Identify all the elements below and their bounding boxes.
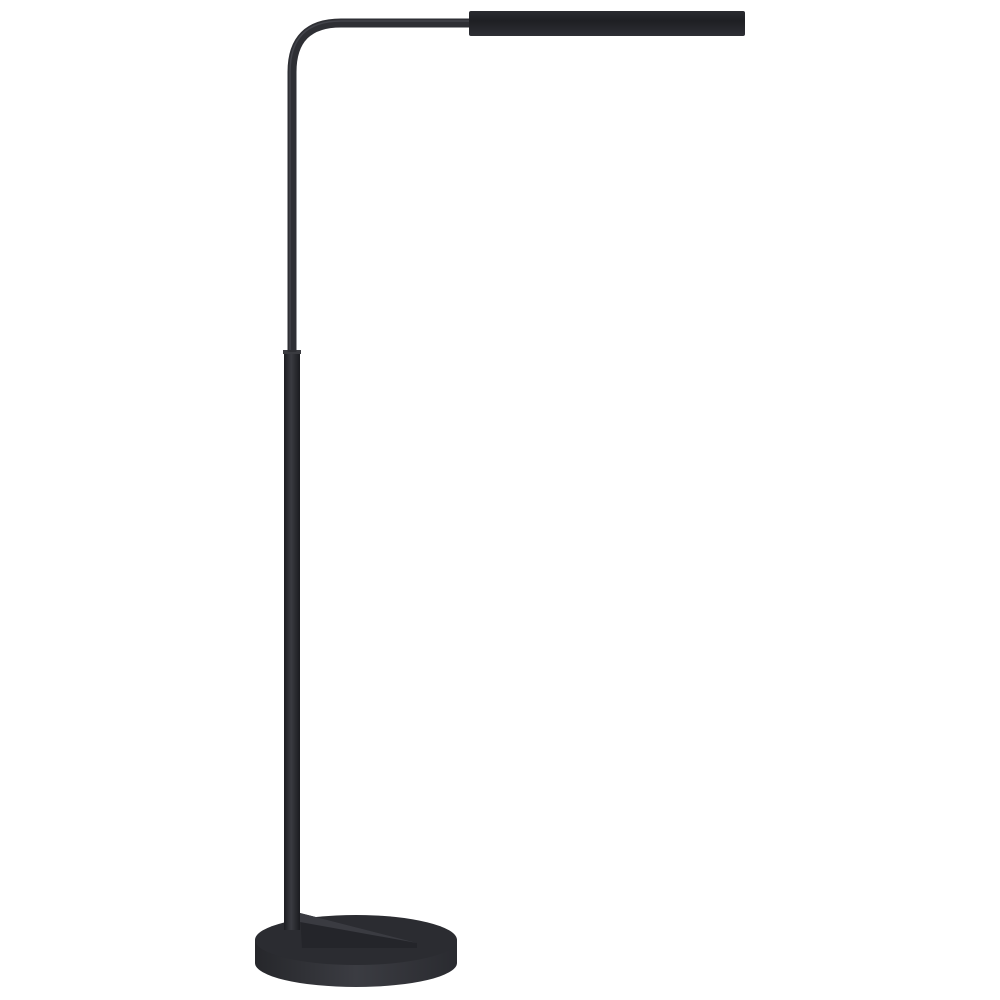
lamp-arm <box>287 18 470 352</box>
lamp-head <box>469 11 745 36</box>
lamp-pole <box>284 352 300 930</box>
